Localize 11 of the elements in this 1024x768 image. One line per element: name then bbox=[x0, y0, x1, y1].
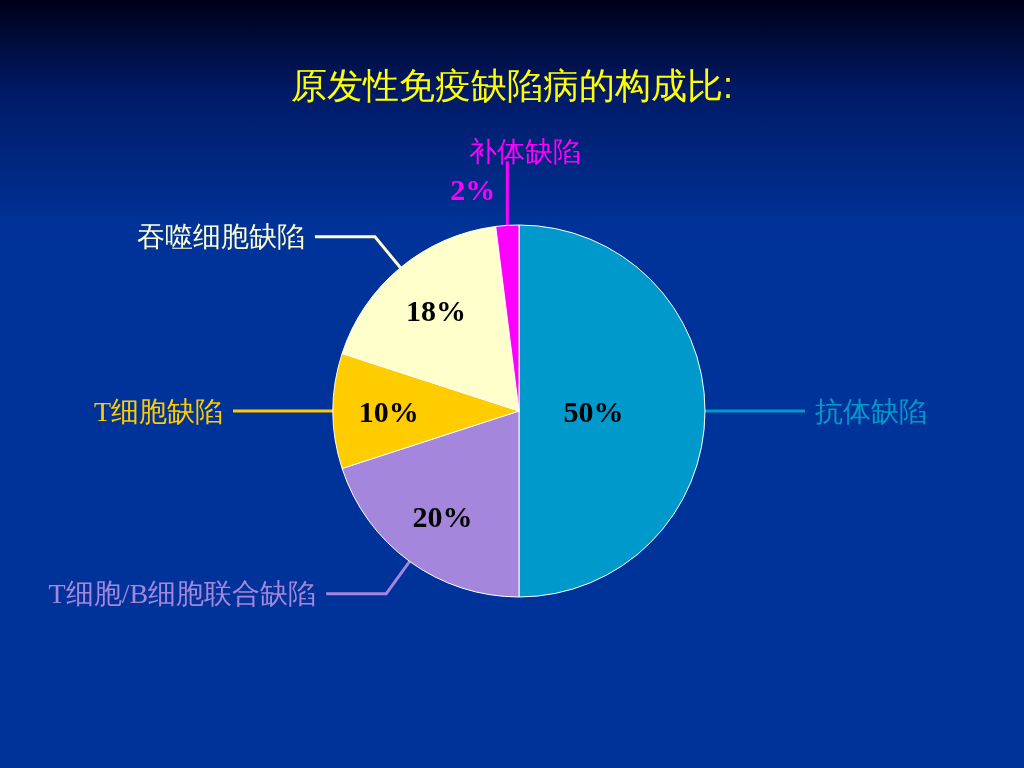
data-label: 20% bbox=[412, 499, 473, 533]
slice-label: T细胞/B细胞联合缺陷 bbox=[48, 578, 317, 610]
chart-title: 原发性免疫缺陷病的构成比: bbox=[290, 64, 734, 106]
slice-label: 补体缺陷 bbox=[469, 135, 582, 167]
slice-label: 吞噬细胞缺陷 bbox=[136, 221, 305, 253]
slice-label: 抗体缺陷 bbox=[815, 395, 927, 427]
data-label: 50% bbox=[563, 394, 624, 428]
slice-label: T细胞缺陷 bbox=[93, 395, 223, 427]
data-label: 18% bbox=[406, 294, 467, 328]
data-label: 2% bbox=[450, 172, 496, 206]
data-label: 10% bbox=[358, 394, 419, 428]
